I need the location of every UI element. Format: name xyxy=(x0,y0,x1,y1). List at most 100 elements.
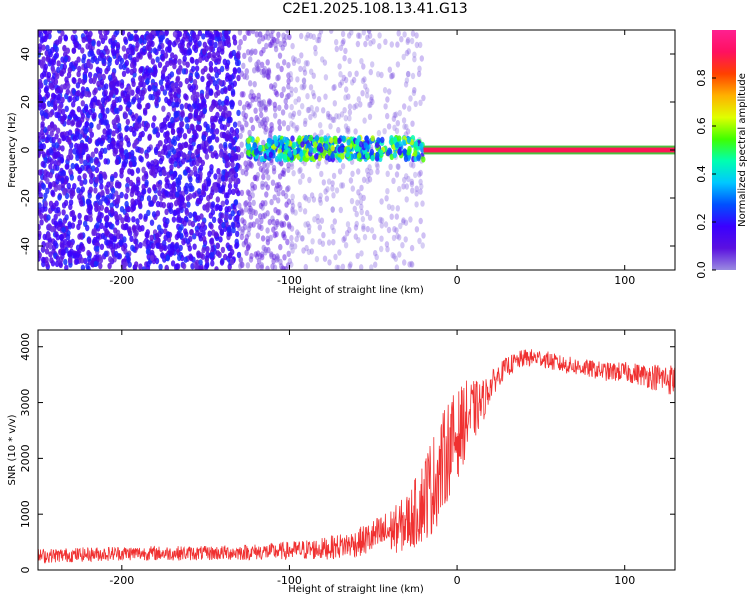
heatmap-cell xyxy=(234,59,240,67)
heatmap-cell xyxy=(139,147,144,154)
heatmap-cell xyxy=(173,54,178,61)
heatmap-cell xyxy=(160,85,165,92)
heatmap-cell xyxy=(208,89,213,96)
heatmap-cell xyxy=(62,63,67,70)
heatmap-cell xyxy=(138,213,143,220)
heatmap-cell xyxy=(152,195,157,202)
heatmap-cell xyxy=(169,93,174,100)
heatmap-cell xyxy=(418,99,423,107)
heatmap-cell xyxy=(266,246,271,254)
heatmap-cell xyxy=(269,122,274,129)
heatmap-cell xyxy=(333,138,338,145)
heatmap-cell xyxy=(305,106,311,114)
heatmap-cell xyxy=(183,141,189,148)
heatmap-cell xyxy=(286,61,291,69)
heatmap-cell xyxy=(342,235,347,242)
heatmap-cell xyxy=(261,244,266,252)
heatmap-cell xyxy=(169,71,175,78)
heatmap-cell xyxy=(392,111,397,119)
heatmap-cell xyxy=(219,229,224,236)
heatmap-cell xyxy=(329,30,334,34)
heatmap-cell xyxy=(282,234,287,241)
heatmap-cell xyxy=(261,47,266,54)
spectrogram-y-axis-title: Frequency (Hz) xyxy=(7,112,18,188)
heatmap-cell xyxy=(330,116,335,123)
heatmap-cell xyxy=(131,216,136,223)
heatmap-cell xyxy=(380,136,385,144)
heatmap-cell xyxy=(260,204,265,211)
heatmap-cell xyxy=(248,205,253,212)
heatmap-cell xyxy=(296,231,301,238)
heatmap-cell xyxy=(278,184,283,191)
heatmap-cell xyxy=(182,202,187,209)
heatmap-cell xyxy=(370,154,375,162)
heatmap-cell xyxy=(137,117,142,124)
heatmap-cell xyxy=(38,132,42,139)
heatmap-cell xyxy=(246,137,251,144)
heatmap-cell xyxy=(196,252,201,259)
heatmap-cell xyxy=(197,30,203,37)
heatmap-cell xyxy=(256,65,261,72)
heatmap-cell xyxy=(225,192,230,199)
heatmap-cell xyxy=(43,192,48,199)
heatmap-cell xyxy=(46,232,51,239)
heatmap-cell xyxy=(276,197,281,204)
heatmap-cell xyxy=(57,194,62,201)
heatmap-cell xyxy=(341,236,346,243)
heatmap-cell xyxy=(265,265,270,270)
heatmap-cell xyxy=(41,56,46,63)
heatmap-cell xyxy=(374,161,380,168)
heatmap-cell xyxy=(347,103,353,110)
heatmap-cell xyxy=(182,55,187,62)
heatmap-cell xyxy=(308,146,314,153)
heatmap-cell xyxy=(86,249,91,257)
heatmap-cell xyxy=(57,138,62,145)
heatmap-cell xyxy=(267,218,272,226)
heatmap-cell xyxy=(61,170,66,177)
heatmap-cell xyxy=(71,190,76,197)
heatmap-cell xyxy=(214,128,220,135)
heatmap-cell xyxy=(248,56,253,63)
heatmap-cell xyxy=(322,59,328,66)
heatmap-cell xyxy=(358,193,363,200)
heatmap-cell xyxy=(408,216,413,223)
heatmap-cell xyxy=(218,236,223,243)
heatmap-cell xyxy=(103,94,108,101)
snr-x-axis-title: Height of straight line (km) xyxy=(288,584,424,595)
heatmap-cell xyxy=(394,111,399,118)
heatmap-cell xyxy=(193,94,198,102)
heatmap-cell xyxy=(173,112,178,119)
heatmap-cell xyxy=(170,260,176,267)
heatmap-cell xyxy=(346,139,351,146)
heatmap-cell xyxy=(397,149,403,156)
heatmap-cell xyxy=(304,244,309,252)
heatmap-cell xyxy=(298,205,303,213)
heatmap-cell xyxy=(40,245,46,253)
heatmap-cell xyxy=(207,137,212,144)
heatmap-cell xyxy=(146,261,151,268)
heatmap-cell xyxy=(210,209,216,216)
heatmap-cell xyxy=(206,73,211,80)
heatmap-cell xyxy=(246,230,251,238)
heatmap-cell xyxy=(394,141,400,149)
heatmap-cell xyxy=(88,203,93,210)
heatmap-cell xyxy=(306,106,312,114)
heatmap-cell xyxy=(289,261,294,268)
heatmap-cell xyxy=(345,230,350,237)
heatmap-cell xyxy=(217,177,222,184)
heatmap-cell xyxy=(336,113,342,120)
heatmap-cell xyxy=(274,231,279,238)
heatmap-cell xyxy=(244,237,249,245)
heatmap-cell xyxy=(320,240,326,247)
heatmap-cell xyxy=(303,263,308,270)
heatmap-cell xyxy=(251,199,256,207)
heatmap-cell xyxy=(51,202,57,210)
heatmap-cell xyxy=(201,33,206,40)
heatmap-cell xyxy=(172,135,177,143)
heatmap-cell xyxy=(162,117,168,124)
heatmap-cell xyxy=(92,75,98,83)
heatmap-cell xyxy=(175,177,180,184)
heatmap-cell xyxy=(320,56,325,63)
heatmap-cell xyxy=(331,227,336,234)
